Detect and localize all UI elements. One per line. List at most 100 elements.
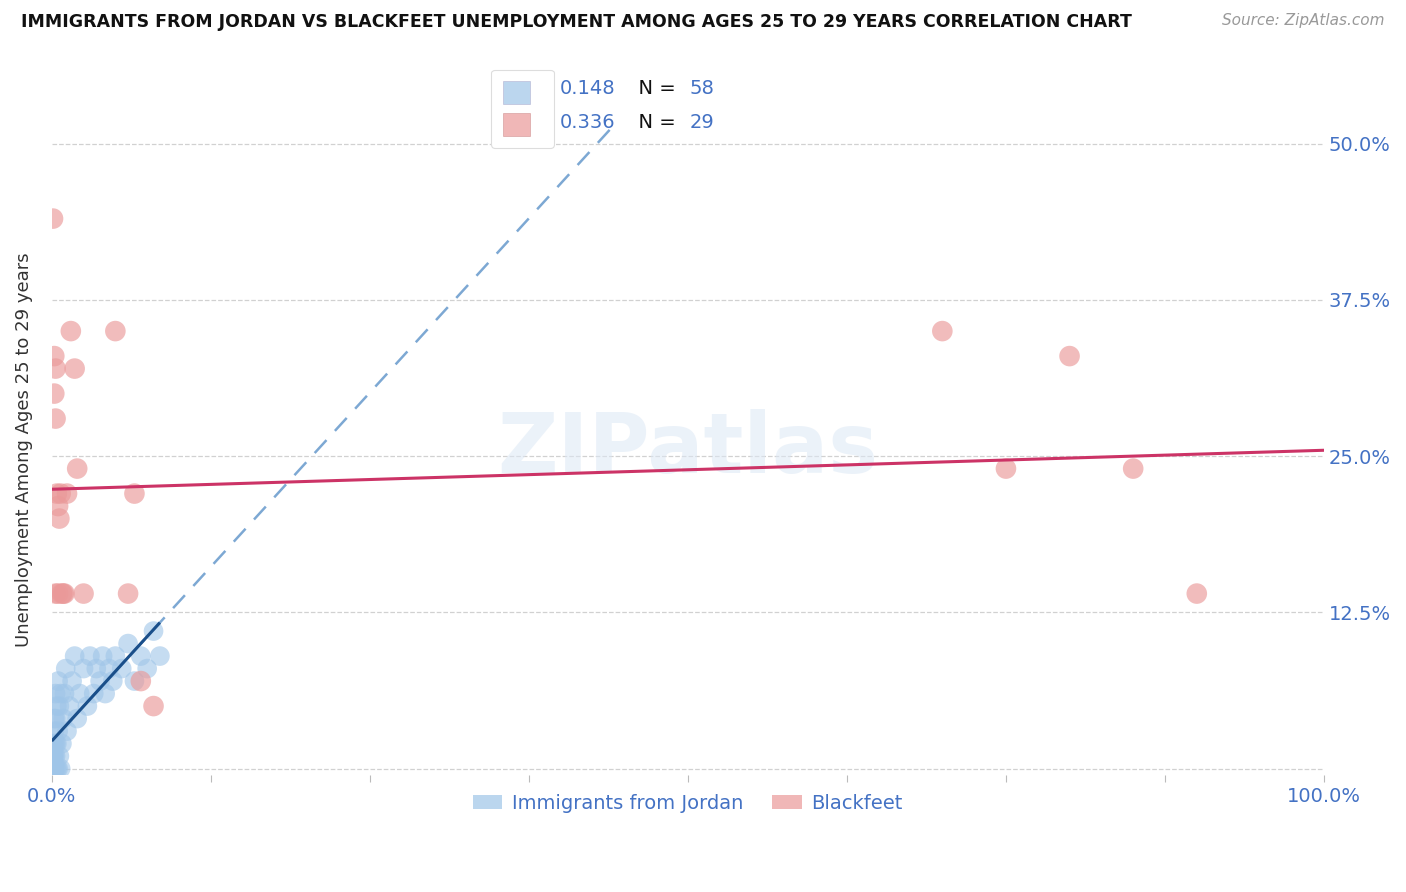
Point [46,724,69,739]
Point [51,737,73,751]
Point [42,211,65,226]
Point [48,699,70,714]
Point [98,662,121,676]
Point [44,737,66,751]
Text: R =: R = [502,113,544,132]
Text: 29: 29 [689,113,714,132]
Point [58,699,80,714]
Point [51,586,73,600]
Point [45,737,67,751]
Point [136,662,159,676]
Point [931,324,953,338]
Point [45,486,67,500]
Point [94,687,117,701]
Point [52,712,75,726]
Point [83,687,105,701]
Legend: Immigrants from Jordan, Blackfeet: Immigrants from Jordan, Blackfeet [465,786,911,821]
Point [1059,349,1081,363]
Point [55,662,77,676]
Point [44,762,66,776]
Point [72,662,94,676]
Point [1185,586,1208,600]
Point [42,749,65,764]
Point [111,662,134,676]
Point [60,674,83,689]
Point [45,586,67,600]
Y-axis label: Unemployment Among Ages 25 to 29 years: Unemployment Among Ages 25 to 29 years [15,252,32,648]
Point [124,674,146,689]
Point [117,586,139,600]
Point [46,586,69,600]
Point [84,662,107,676]
Point [72,586,94,600]
Point [49,687,72,701]
Point [45,737,67,751]
Point [46,762,69,776]
Point [59,324,82,338]
Point [45,762,67,776]
Text: 0.148: 0.148 [560,79,614,98]
Point [69,687,91,701]
Point [44,386,66,401]
Point [45,411,67,425]
Point [129,649,152,664]
Point [41,762,63,776]
Point [44,724,66,739]
Text: Source: ZipAtlas.com: Source: ZipAtlas.com [1222,13,1385,29]
Point [79,649,101,664]
Point [142,699,165,714]
Point [104,324,127,338]
Point [149,649,172,664]
Point [53,687,76,701]
Point [76,699,98,714]
Point [44,762,66,776]
Point [66,461,89,475]
Point [45,687,67,701]
Point [44,749,66,764]
Text: IMMIGRANTS FROM JORDAN VS BLACKFEET UNEMPLOYMENT AMONG AGES 25 TO 29 YEARS CORRE: IMMIGRANTS FROM JORDAN VS BLACKFEET UNEM… [21,13,1132,31]
Point [994,461,1017,475]
Point [42,749,65,764]
Point [45,712,67,726]
Point [49,486,72,500]
Point [48,511,70,525]
Text: ZIPatlas: ZIPatlas [498,409,879,491]
Point [142,624,165,638]
Point [63,361,86,376]
Point [45,361,67,376]
Point [56,724,79,739]
Point [42,762,65,776]
Point [42,762,65,776]
Point [42,762,65,776]
Point [52,586,75,600]
Point [45,762,67,776]
Point [129,674,152,689]
Text: 58: 58 [689,79,714,98]
Text: R =: R = [502,79,544,98]
Point [44,349,66,363]
Point [46,499,69,513]
Point [56,486,79,500]
Point [42,737,65,751]
Point [117,636,139,650]
Point [53,586,76,600]
Text: 0.336: 0.336 [560,113,614,132]
Point [89,674,111,689]
Point [49,762,72,776]
Point [63,649,86,664]
Point [66,712,89,726]
Point [101,674,124,689]
Text: N =: N = [626,79,682,98]
Point [44,712,66,726]
Point [124,486,146,500]
Point [48,749,70,764]
Text: N =: N = [626,113,682,132]
Point [91,649,114,664]
Point [45,749,67,764]
Point [45,699,67,714]
Point [46,674,69,689]
Point [42,762,65,776]
Point [1122,461,1144,475]
Point [42,762,65,776]
Point [104,649,127,664]
